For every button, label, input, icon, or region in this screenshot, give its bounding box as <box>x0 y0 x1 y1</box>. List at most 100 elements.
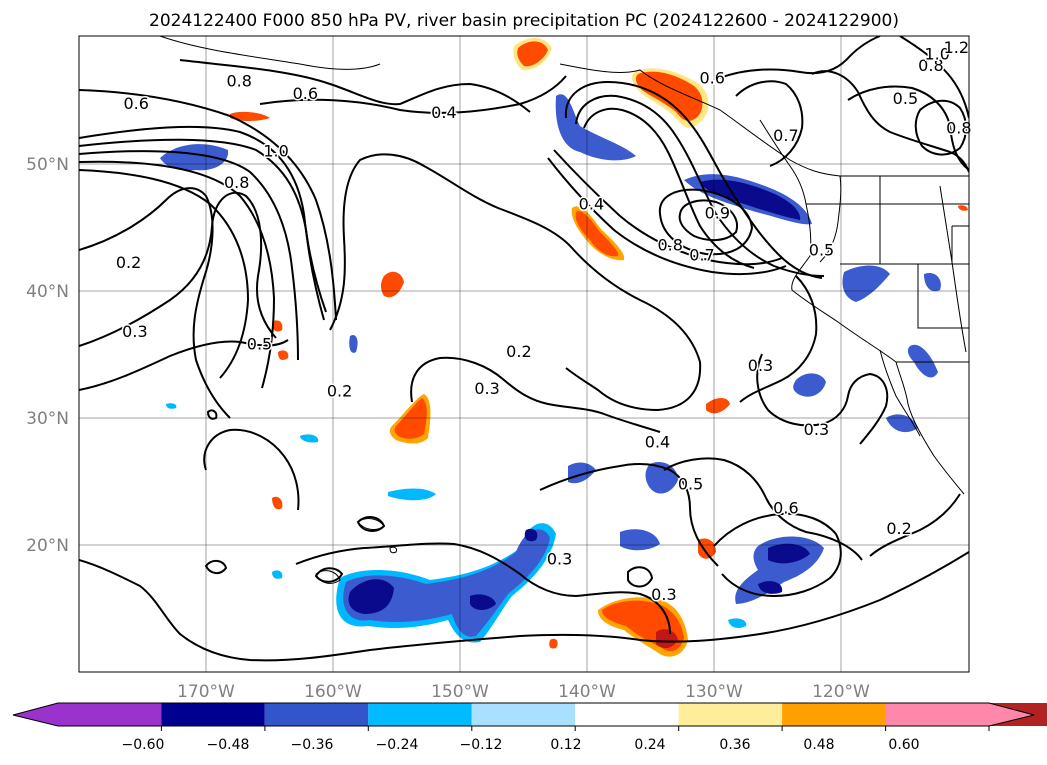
pv-contour-gulf-ring-4 <box>553 149 783 266</box>
colorbar-tick-label: −0.36 <box>291 737 334 753</box>
contour-label: 0.4 <box>645 433 670 452</box>
contour-label: 0.4 <box>579 195 604 214</box>
contour-label: 0.8 <box>918 56 943 75</box>
contour-label: 0.2 <box>886 519 911 538</box>
pv-contour-0-4-south <box>539 462 719 567</box>
coastline-california <box>791 203 965 495</box>
contour-label: 0.8 <box>224 173 249 192</box>
pv-contour-ne-ring <box>899 36 969 119</box>
colorbar-ticks <box>160 726 990 731</box>
contour-label: 0.3 <box>651 585 676 604</box>
colorbar-swatch <box>782 703 886 726</box>
map-title: 2024122400 F000 850 hPa PV, river basin … <box>149 11 899 31</box>
state-borders <box>840 176 969 329</box>
colorbar-swatch <box>161 703 265 726</box>
contour-label: 0.6 <box>699 69 724 88</box>
pv-contour-gulf-ring-1 <box>564 80 823 279</box>
contour-label: 0.5 <box>893 89 918 108</box>
colorbar-extend-low <box>13 703 162 726</box>
contour-label: 0.8 <box>226 71 251 90</box>
colorbar-swatch <box>678 703 783 726</box>
contour-label: 0.3 <box>748 356 773 375</box>
pv-contour-outer <box>79 551 969 662</box>
colorbar-tick-label: 0.48 <box>803 737 834 753</box>
pv-contour-0-2-central <box>329 153 702 412</box>
neg-region-baja <box>886 344 938 433</box>
pos-region-central-north-core <box>575 211 619 257</box>
pv-contour-0-6-north <box>79 89 337 321</box>
pv-contour-0-8-north <box>179 59 531 113</box>
colorbar-tick-label: −0.12 <box>460 737 503 753</box>
lon-tick-label: 150°W <box>431 682 489 702</box>
contour-label: 0.6 <box>773 499 798 518</box>
lat-tick-label: 50°N <box>26 155 69 175</box>
pv-contour-0-4-north <box>259 75 567 114</box>
contour-label: 0.5 <box>247 335 272 354</box>
contour-label: 0.3 <box>547 550 572 569</box>
neg-region-e-pacific-3-dark <box>758 543 810 594</box>
colorbar-tick-label: −0.24 <box>376 737 419 753</box>
pos-region-alaska <box>513 37 709 128</box>
coastline-bc-wa <box>759 119 842 263</box>
contour-label: 0.3 <box>474 379 499 398</box>
pv-contour-0-2-west <box>79 187 231 419</box>
pv-contour-gulf-ring-5 <box>547 157 787 275</box>
contour-label: 1.0 <box>924 45 949 64</box>
contour-label: 0.3 <box>122 322 147 341</box>
lat-tick-label: 40°N <box>26 282 69 302</box>
pv-contour-0-7-ne <box>735 80 804 167</box>
pv-contour-0-4-mid <box>739 275 818 403</box>
neg-region-e-pacific-1 <box>793 373 826 397</box>
pv-contour-west-jet-4 <box>79 160 276 389</box>
pv-contour-gulf-ring-3 <box>583 107 755 269</box>
colorbar-swatch <box>575 703 679 726</box>
lon-axis: 170°W 160°W 150°W 140°W 130°W 120°W <box>177 682 870 702</box>
pv-contour-west-jet-5 <box>79 169 250 379</box>
contour-label: 0.4 <box>431 103 456 122</box>
pv-contour-west-jet-3 <box>79 150 299 361</box>
colorbar-swatch <box>264 703 369 726</box>
pos-region-south-e-dark <box>656 629 678 649</box>
pos-region-alaska-main <box>517 41 703 121</box>
colorbar-swatch <box>471 703 576 726</box>
contour-label: 0.7 <box>689 246 714 265</box>
colorbar-tick-label: −0.48 <box>207 737 250 753</box>
pv-contour-0-6-ne <box>719 36 881 79</box>
lat-tick-label: 20°N <box>26 536 69 556</box>
contour-label: 0.9 <box>705 204 730 223</box>
contour-label: 0.3 <box>804 420 829 439</box>
coastline-alaska <box>159 36 969 177</box>
pv-contour-west-jet-1 <box>79 125 327 313</box>
contour-label: 0.6 <box>293 84 318 103</box>
pv-contour-0-5-west <box>79 339 289 391</box>
colorbar-fills <box>13 703 1047 726</box>
pv-contour-0-3-central <box>410 356 661 433</box>
pos-region-w-hawaii <box>381 271 404 298</box>
contour-label: 0.8 <box>946 118 971 137</box>
contour-label: 0.5 <box>809 241 834 260</box>
contour-label: 0.5 <box>678 475 703 494</box>
lon-tick-label: 130°W <box>685 682 743 702</box>
pos-region-mid-pacific-core <box>394 398 427 439</box>
colorbar-swatch <box>368 703 472 726</box>
colorbar-tick-label: 0.24 <box>634 737 665 753</box>
colorbar-outline <box>12 702 1035 727</box>
lon-tick-label: 120°W <box>812 682 870 702</box>
neg-region-bc-coast-dark <box>700 179 801 220</box>
lat-tick-label: 30°N <box>26 409 69 429</box>
neg-region-gulf-alaska <box>555 94 636 161</box>
pv-contour-gulf-closed-inner <box>678 199 738 242</box>
contour-label: 0.2 <box>506 342 531 361</box>
colorbar-extend-high <box>885 703 1034 726</box>
contour-label: 0.2 <box>327 382 352 401</box>
map-panel: 0.80.60.6 0.41.00.80.20.30.5 0.20.30.20.60… <box>78 35 973 673</box>
pv-contour-0-3-south <box>295 542 671 635</box>
pv-contour-0-5-south <box>663 457 863 561</box>
colorbar-tick-label: 0.60 <box>888 737 919 753</box>
graticule <box>79 36 969 672</box>
lon-tick-label: 160°W <box>304 682 362 702</box>
pv-contour-0-3-west <box>79 191 277 347</box>
neg-region-california-north <box>842 265 941 302</box>
contour-label: 0.2 <box>116 253 141 272</box>
contour-label: 1.0 <box>263 141 288 160</box>
